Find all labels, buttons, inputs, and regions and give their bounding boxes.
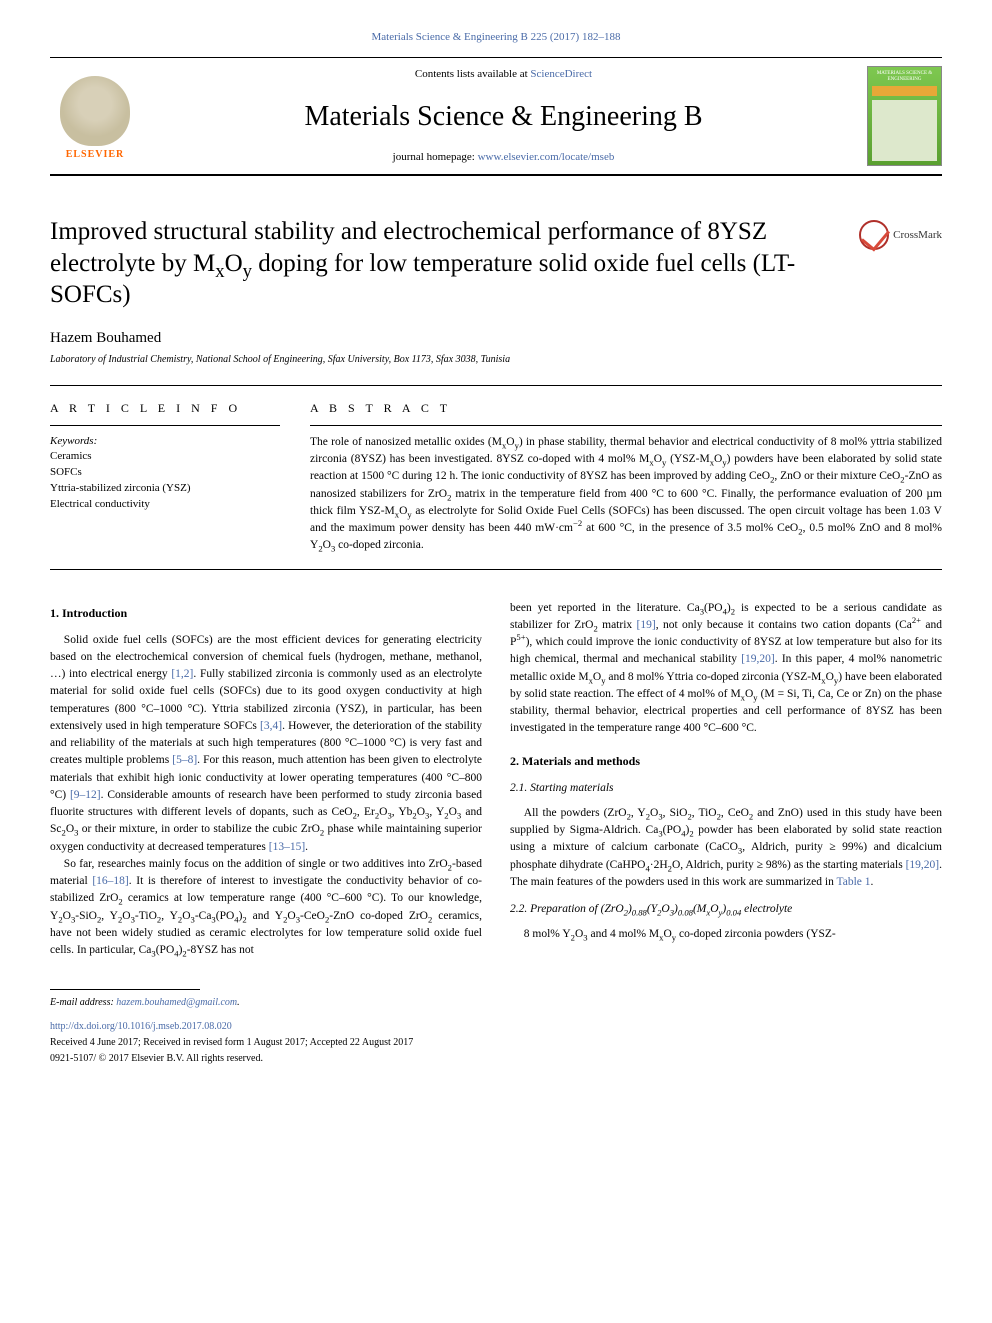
email-label: E-mail address: (50, 997, 116, 1008)
footer-doi: http://dx.doi.org/10.1016/j.mseb.2017.08… (50, 1020, 942, 1034)
journal-ref-link[interactable]: Materials Science & Engineering B 225 (2… (372, 31, 621, 43)
journal-name: Materials Science & Engineering B (140, 97, 867, 136)
footer-dates: Received 4 June 2017; Received in revise… (50, 1036, 942, 1050)
cover-image-icon (872, 100, 937, 161)
elsevier-label: ELSEVIER (66, 148, 125, 162)
keywords-label: Keywords: (50, 434, 280, 449)
contents-line: Contents lists available at ScienceDirec… (140, 67, 867, 82)
crossmark-icon (859, 220, 889, 250)
contents-prefix: Contents lists available at (415, 68, 530, 80)
abstract-rule-icon (310, 425, 942, 426)
email-link[interactable]: hazem.bouhamed@gmail.com (116, 997, 237, 1008)
crossmark-label: CrossMark (893, 228, 942, 243)
article-info-heading: A R T I C L E I N F O (50, 400, 280, 417)
author-name: Hazem Bouhamed (50, 328, 942, 349)
article-info: A R T I C L E I N F O Keywords: Ceramics… (50, 400, 280, 555)
header-center: Contents lists available at ScienceDirec… (140, 67, 867, 165)
elsevier-logo[interactable]: ELSEVIER (50, 66, 140, 166)
footer-email: E-mail address: hazem.bouhamed@gmail.com… (50, 996, 942, 1010)
abstract-text: The role of nanosized metallic oxides (M… (310, 434, 942, 555)
body-paragraph: been yet reported in the literature. Ca3… (510, 600, 942, 738)
crossmark-badge[interactable]: CrossMark (859, 220, 942, 250)
footer-separator-icon (50, 989, 200, 990)
info-rule-icon (50, 425, 280, 426)
title-row: Improved structural stability and electr… (50, 216, 942, 310)
abstract-column: A B S T R A C T The role of nanosized me… (310, 400, 942, 555)
cover-title: MATERIALS SCIENCE & ENGINEERING (872, 71, 937, 82)
footer-copyright: 0921-5107/ © 2017 Elsevier B.V. All righ… (50, 1052, 942, 1066)
keyword-item: SOFCs (50, 465, 280, 481)
section-1-heading: 1. Introduction (50, 604, 482, 622)
doi-link[interactable]: http://dx.doi.org/10.1016/j.mseb.2017.08… (50, 1021, 232, 1032)
author-affiliation: Laboratory of Industrial Chemistry, Nati… (50, 353, 942, 367)
body-paragraph: Solid oxide fuel cells (SOFCs) are the m… (50, 632, 482, 856)
homepage-link[interactable]: www.elsevier.com/locate/mseb (478, 151, 615, 163)
body-paragraph: 8 mol% Y2O3 and 4 mol% MxOy co-doped zir… (510, 926, 942, 943)
body-paragraph: All the powders (ZrO2, Y2O3, SiO2, TiO2,… (510, 805, 942, 891)
homepage-prefix: journal homepage: (393, 151, 478, 163)
cover-band-icon (872, 86, 937, 96)
section-2-1-heading: 2.1. Starting materials (510, 780, 942, 797)
sciencedirect-link[interactable]: ScienceDirect (530, 68, 592, 80)
keywords-list: Ceramics SOFCs Yttria-stabilized zirconi… (50, 449, 280, 513)
elsevier-tree-icon (60, 76, 130, 146)
section-2-2-heading: 2.2. Preparation of (ZrO2)0.88(Y2O3)0.08… (510, 901, 942, 918)
body-two-column: 1. Introduction Solid oxide fuel cells (… (50, 600, 942, 960)
body-paragraph: So far, researches mainly focus on the a… (50, 856, 482, 960)
journal-cover-thumbnail[interactable]: MATERIALS SCIENCE & ENGINEERING (867, 66, 942, 166)
abstract-heading: A B S T R A C T (310, 400, 942, 417)
info-abstract-row: A R T I C L E I N F O Keywords: Ceramics… (50, 385, 942, 570)
section-2-heading: 2. Materials and methods (510, 752, 942, 770)
homepage-line: journal homepage: www.elsevier.com/locat… (140, 150, 867, 165)
keyword-item: Electrical conductivity (50, 497, 280, 513)
keyword-item: Yttria-stabilized zirconia (YSZ) (50, 481, 280, 497)
journal-reference: Materials Science & Engineering B 225 (2… (50, 30, 942, 45)
keyword-item: Ceramics (50, 449, 280, 465)
journal-header: ELSEVIER Contents lists available at Sci… (50, 57, 942, 176)
article-title: Improved structural stability and electr… (50, 216, 859, 310)
